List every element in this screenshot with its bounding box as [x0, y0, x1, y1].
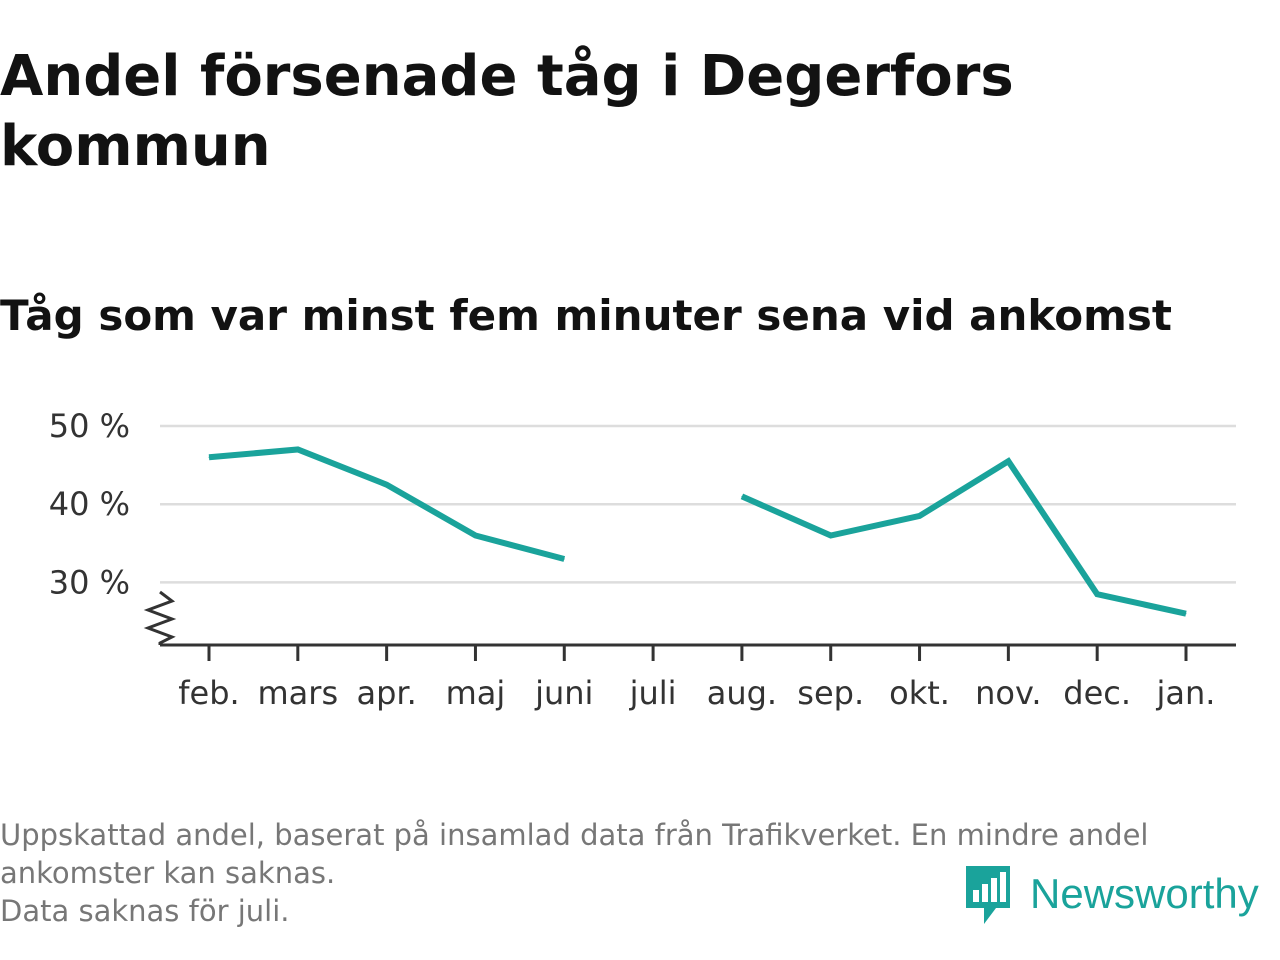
- footnote-line: Uppskattad andel, baserat på insamlad da…: [0, 818, 1149, 852]
- x-tick-label: dec.: [1063, 674, 1131, 712]
- data-point: [1096, 593, 1098, 595]
- x-tick-label: okt.: [889, 674, 950, 712]
- y-axis-labels: 30 % 40 % 50 %: [49, 407, 130, 601]
- newsworthy-logo-icon: [966, 866, 1010, 924]
- x-tick-label: mars: [258, 674, 339, 712]
- footnote-line: ankomster kan saknas.: [0, 856, 336, 890]
- x-tick-label: juni: [534, 674, 593, 712]
- y-tick-label: 40 %: [49, 485, 130, 523]
- footnote: Uppskattad andel, baserat på insamlad da…: [0, 816, 1270, 930]
- grid-lines: [160, 424, 1236, 584]
- data-point: [1185, 613, 1187, 615]
- data-point: [830, 535, 832, 536]
- axis-break-icon: [143, 590, 177, 645]
- x-tick-label: aug.: [707, 674, 777, 712]
- data-point: [297, 448, 299, 450]
- data-point: [1007, 460, 1009, 462]
- x-tick-label: feb.: [178, 674, 239, 712]
- data-point: [919, 515, 921, 517]
- footnote-line: Data saknas för juli.: [0, 894, 290, 928]
- x-tick-label: sep.: [797, 674, 864, 712]
- series-line: [740, 457, 1187, 617]
- chart-title: Andel försenade tåg i Degerfors kommun: [0, 44, 1014, 179]
- data-point: [474, 535, 476, 536]
- chart-subtitle: Tåg som var minst fem minuter sena vid a…: [0, 291, 1172, 340]
- x-axis-ticks: feb. mars apr. maj juni juli aug. sep. okt. nov. d…: [178, 645, 1215, 712]
- x-tick-label: nov.: [975, 674, 1041, 712]
- data-point: [563, 558, 565, 560]
- x-tick-label: jan.: [1156, 674, 1216, 712]
- data-point: [386, 484, 388, 486]
- y-tick-label: 30 %: [49, 563, 130, 601]
- x-tick-label: apr.: [356, 674, 416, 712]
- x-tick-label: maj: [446, 674, 506, 712]
- x-axis: [143, 590, 1236, 647]
- data-series: [208, 446, 1187, 617]
- x-tick-label: juli: [629, 674, 677, 712]
- brand-name: Newsworthy: [1030, 870, 1259, 917]
- data-point: [208, 456, 210, 458]
- y-tick-label: 50 %: [49, 407, 130, 445]
- brand-logo: Newsworthy: [962, 862, 1259, 926]
- data-point: [741, 495, 743, 497]
- line-chart: 30 % 40 % 50 % feb. mars apr. maj juni juli aug.…: [49, 407, 1236, 712]
